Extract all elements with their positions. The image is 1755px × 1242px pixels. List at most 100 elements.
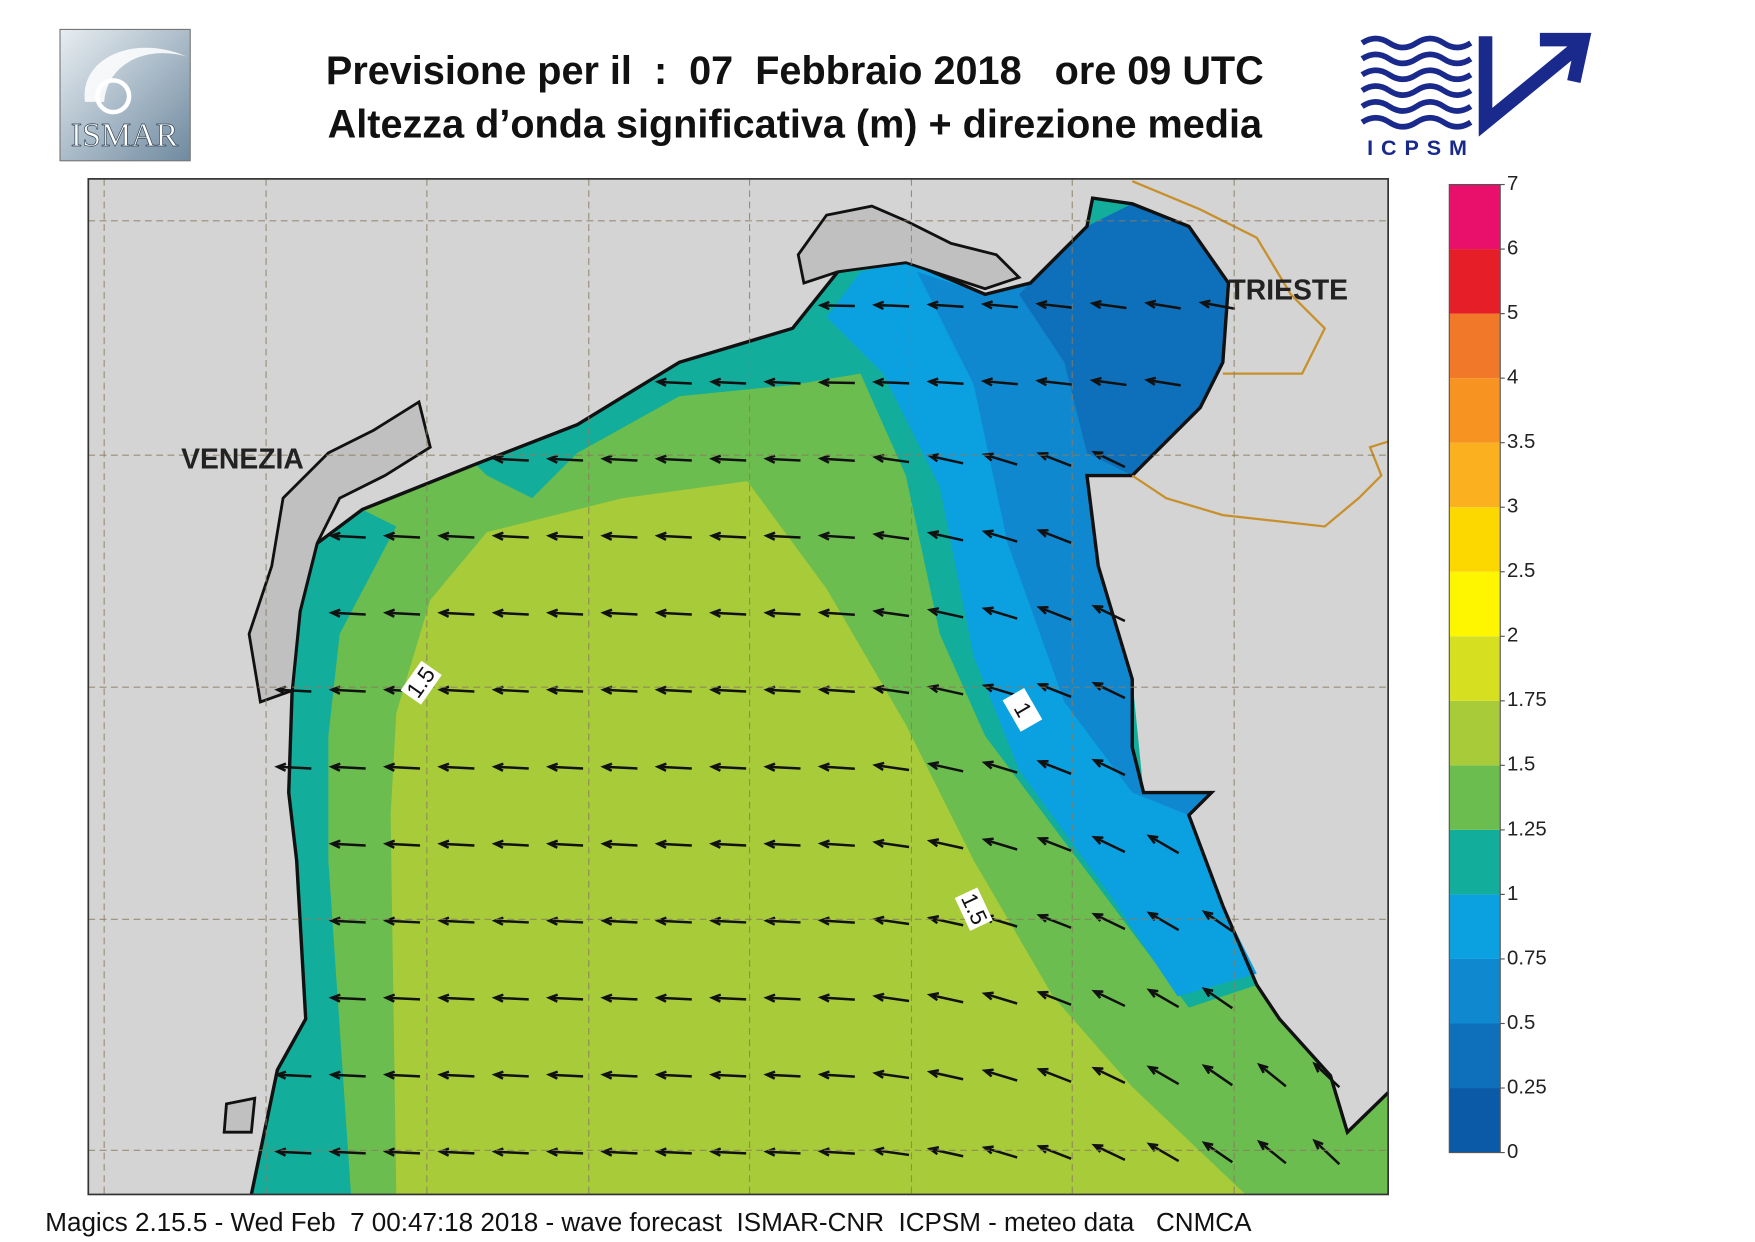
colorbar-tick-label: 2 <box>1507 625 1518 647</box>
arrow <box>763 608 801 618</box>
colorbar-tick-label: 6 <box>1507 237 1518 259</box>
arrow <box>1312 1138 1341 1166</box>
arrow <box>1036 682 1072 698</box>
arrow <box>926 761 964 773</box>
arrow <box>654 916 692 926</box>
arrow <box>437 993 475 1003</box>
arrow <box>709 993 747 1003</box>
colorbar-tick-label: 1.5 <box>1507 754 1535 776</box>
arrow <box>872 838 910 849</box>
colorbar-tick-label: 3.5 <box>1507 431 1535 453</box>
arrow <box>600 1147 638 1157</box>
arrow <box>763 454 801 464</box>
arrow <box>382 839 421 849</box>
arrow <box>382 1147 421 1157</box>
title: Previsione per il : 07 Febbraio 2018 ore… <box>326 49 1264 93</box>
arrow <box>328 762 366 772</box>
arrow <box>817 993 855 1003</box>
arrow <box>926 300 964 310</box>
arrow <box>382 762 421 772</box>
footer: Magics 2.15.5 - Wed Feb 7 00:47:18 2018 … <box>45 1207 1252 1237</box>
arrow <box>1144 376 1181 387</box>
arrow <box>926 530 964 542</box>
arrow <box>1146 834 1180 855</box>
colorbar-swatch <box>1449 442 1501 508</box>
arrow <box>654 377 692 387</box>
arrow <box>709 377 747 387</box>
arrow <box>709 608 747 618</box>
arrow <box>1089 376 1127 387</box>
arrow <box>274 1070 312 1080</box>
arrow <box>437 839 475 849</box>
arrow <box>872 992 910 1003</box>
arrow <box>817 531 855 541</box>
arrow <box>274 1147 312 1157</box>
arrow <box>1146 988 1180 1009</box>
arrow <box>328 531 366 541</box>
map-frame <box>87 178 1389 1196</box>
arrow <box>817 454 855 464</box>
colorbar-tick-label: 1.75 <box>1507 689 1547 711</box>
arrow <box>1144 299 1181 310</box>
arrow <box>654 1070 692 1080</box>
arrow <box>872 761 910 772</box>
arrow <box>817 1070 855 1080</box>
arrow <box>491 839 529 849</box>
arrow <box>1201 1141 1234 1164</box>
arrow <box>872 530 910 541</box>
contour-label-bg <box>1002 687 1043 732</box>
arrow <box>600 839 638 849</box>
arrow <box>709 531 747 541</box>
arrow <box>654 685 692 695</box>
arrow <box>545 916 584 926</box>
arrow <box>817 300 855 311</box>
arrow <box>1036 836 1072 852</box>
arrow <box>545 1070 584 1080</box>
arrow <box>1036 990 1072 1006</box>
colorbar-swatch <box>1449 313 1501 379</box>
arrow <box>817 916 855 926</box>
arrow <box>709 762 747 772</box>
colorbar-swatch <box>1449 958 1501 1024</box>
arrow <box>328 1070 366 1080</box>
colorbar-swatch <box>1449 184 1501 250</box>
arrow <box>600 762 638 772</box>
arrow <box>491 1147 529 1157</box>
colorbar-tick-label: 0.25 <box>1507 1076 1547 1098</box>
arrow <box>491 916 529 926</box>
arrow <box>1036 759 1072 775</box>
arrow <box>926 453 964 465</box>
arrow <box>382 531 421 541</box>
arrow <box>328 839 366 849</box>
arrow <box>1091 681 1126 700</box>
colorbar-tick-label: 0 <box>1507 1141 1518 1163</box>
arrow <box>817 377 855 388</box>
arrow <box>545 531 584 541</box>
colorbar-swatch <box>1449 1023 1501 1089</box>
arrow <box>926 915 964 927</box>
arrow <box>709 916 747 926</box>
colorbar-swatch <box>1449 378 1501 443</box>
arrow <box>1256 1139 1287 1165</box>
colorbar-tick-label: 0.5 <box>1507 1012 1535 1034</box>
arrow <box>926 1069 964 1081</box>
arrow <box>600 454 638 464</box>
arrow <box>437 608 475 618</box>
arrow <box>981 529 1018 543</box>
arrow <box>654 608 692 618</box>
arrow <box>1091 1066 1126 1085</box>
arrow <box>1256 1062 1287 1088</box>
arrow <box>981 683 1018 697</box>
arrow <box>491 762 529 772</box>
arrow <box>328 1147 366 1157</box>
arrow <box>981 837 1018 851</box>
arrow <box>1036 605 1072 621</box>
arrow <box>926 1146 964 1158</box>
arrow <box>763 993 801 1003</box>
arrow <box>981 606 1018 620</box>
arrow <box>981 1068 1018 1082</box>
arrow <box>926 992 964 1004</box>
arrow <box>545 762 584 772</box>
arrow <box>654 454 692 464</box>
arrow <box>437 531 475 541</box>
